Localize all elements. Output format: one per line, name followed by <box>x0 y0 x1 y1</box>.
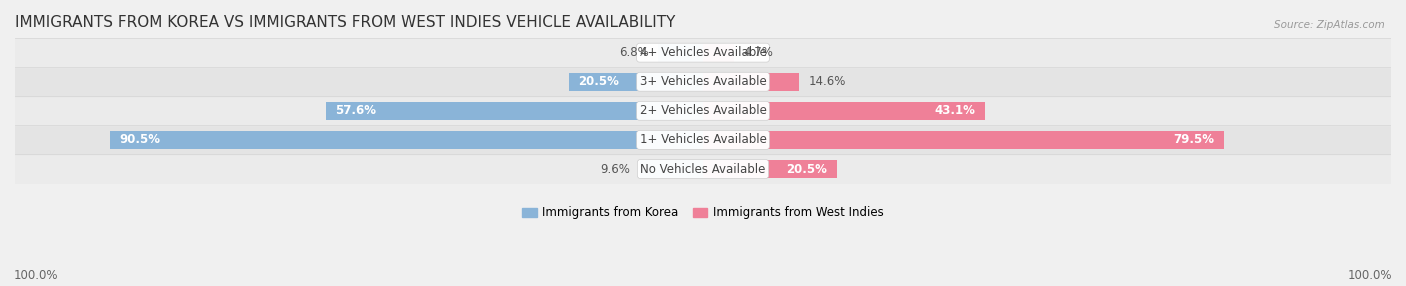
Text: 20.5%: 20.5% <box>578 75 620 88</box>
Bar <box>568 73 703 91</box>
Bar <box>110 131 703 149</box>
Text: 100.0%: 100.0% <box>14 269 59 282</box>
Bar <box>658 44 703 62</box>
Bar <box>640 160 703 178</box>
Text: IMMIGRANTS FROM KOREA VS IMMIGRANTS FROM WEST INDIES VEHICLE AVAILABILITY: IMMIGRANTS FROM KOREA VS IMMIGRANTS FROM… <box>15 15 675 30</box>
Bar <box>0 125 1406 154</box>
Bar <box>0 67 1406 96</box>
Text: 4+ Vehicles Available: 4+ Vehicles Available <box>640 46 766 59</box>
Text: 4.7%: 4.7% <box>744 46 773 59</box>
Text: 57.6%: 57.6% <box>336 104 377 117</box>
Bar <box>0 154 1406 184</box>
Text: No Vehicles Available: No Vehicles Available <box>640 162 766 176</box>
Text: Source: ZipAtlas.com: Source: ZipAtlas.com <box>1274 20 1385 30</box>
Text: 2+ Vehicles Available: 2+ Vehicles Available <box>640 104 766 117</box>
Bar <box>0 38 1406 67</box>
Text: 90.5%: 90.5% <box>120 134 160 146</box>
Bar <box>326 102 703 120</box>
Legend: Immigrants from Korea, Immigrants from West Indies: Immigrants from Korea, Immigrants from W… <box>517 202 889 224</box>
Text: 43.1%: 43.1% <box>935 104 976 117</box>
Bar <box>703 73 799 91</box>
Text: 20.5%: 20.5% <box>786 162 828 176</box>
Bar <box>703 102 986 120</box>
Text: 9.6%: 9.6% <box>600 162 630 176</box>
Bar <box>703 160 838 178</box>
Text: 100.0%: 100.0% <box>1347 269 1392 282</box>
Text: 3+ Vehicles Available: 3+ Vehicles Available <box>640 75 766 88</box>
Bar <box>703 131 1223 149</box>
Bar <box>703 44 734 62</box>
Text: 79.5%: 79.5% <box>1173 134 1215 146</box>
Text: 6.8%: 6.8% <box>619 46 648 59</box>
Bar <box>0 96 1406 125</box>
Text: 1+ Vehicles Available: 1+ Vehicles Available <box>640 134 766 146</box>
Text: 14.6%: 14.6% <box>808 75 846 88</box>
